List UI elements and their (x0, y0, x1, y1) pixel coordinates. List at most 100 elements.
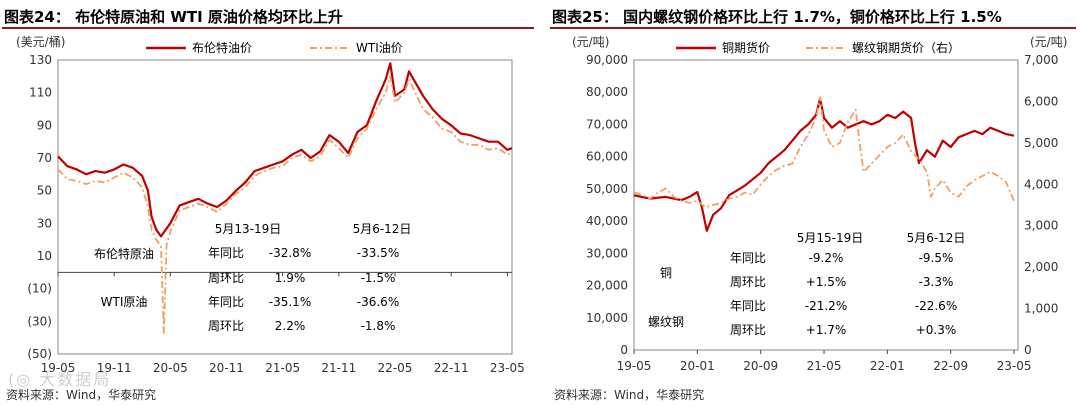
y-tick-label-left: 70,000 (586, 117, 628, 131)
x-tick-label: 19-05 (617, 359, 652, 373)
table-cell: +1.7% (806, 323, 847, 337)
table-group-name: 铜 (660, 265, 672, 280)
table-row-label: 年同比 (730, 251, 766, 265)
x-tick-label: 19-11 (97, 361, 132, 375)
x-tick-label: 20-11 (209, 361, 244, 375)
x-tick-label: 23-05 (997, 359, 1032, 373)
x-tick-label: 22-09 (933, 359, 968, 373)
y-tick-label-right: 5,000 (1024, 136, 1058, 150)
table-cell: -9.5% (919, 251, 954, 265)
brent-wti-chart: (美元/桶) 130 110 90 70 50 30 10 (10) (30) (50)19-05 1… (16, 34, 525, 375)
y-tick-label: 110 (29, 86, 52, 100)
table-cell: +1.5% (806, 275, 847, 289)
table-cell: -21.2% (805, 299, 847, 313)
table-cell: 1.9% (275, 271, 306, 285)
title-rule (2, 27, 534, 29)
y-tick-label-left: 60,000 (586, 150, 628, 164)
x-tick-label: 22-01 (870, 359, 905, 373)
table-header: 5月15-19日 (797, 231, 864, 245)
y-tick-label: 50 (37, 184, 52, 198)
y-tick-label: (10) (27, 282, 52, 296)
plot-frame (57, 59, 513, 355)
table-row-label: 年同比 (208, 246, 244, 260)
plot-frame (633, 59, 1019, 351)
y-axis-unit-left: (元/吨) (572, 35, 609, 49)
legend-label: 螺纹钢期货价（右） (852, 40, 960, 55)
x-tick-label: 21-05 (265, 361, 300, 375)
y-tick-label: (30) (27, 314, 52, 328)
table-cell: -22.6% (915, 299, 957, 313)
x-tick-label: 20-01 (680, 359, 715, 373)
chart-title: 图表24： 布伦特原油和 WTI 原油价格均环比上升 (4, 8, 343, 26)
table-group-name: 布伦特原油 (94, 246, 154, 261)
series-line-copper (633, 97, 1015, 232)
legend-label: 布伦特油价 (192, 40, 252, 55)
y-tick-label-left: 10,000 (586, 311, 628, 325)
table-header: 5月6-12日 (907, 231, 966, 245)
y-tick-label: 30 (37, 216, 52, 230)
table-cell: -33.5% (357, 246, 399, 260)
y-tick-label-right: 0 (1024, 343, 1032, 357)
series-line-brent (57, 62, 513, 238)
x-tick-label: 22-05 (378, 361, 413, 375)
copper-rebar-chart: (元/吨) (元/吨) 90,000 80,000 70,000 60,000 50,000… (572, 35, 1067, 373)
y-tick-label-right: 6,000 (1024, 94, 1058, 108)
series-line-rebar (633, 96, 1015, 208)
y-tick-label-right: 2,000 (1024, 260, 1058, 274)
right-panel: 图表25： 国内螺纹钢价格环比上行 1.7%，铜价格环比上行 1.5% (元/吨… (548, 0, 1080, 405)
y-axis-unit-right: (元/吨) (1030, 35, 1067, 49)
table-cell: -35.1% (269, 295, 311, 309)
table-row-label: 周环比 (730, 323, 766, 337)
y-tick-label-right: 4,000 (1024, 177, 1058, 191)
y-axis-unit: (美元/桶) (16, 34, 65, 49)
table-cell: -3.3% (919, 275, 954, 289)
source-note: 资料来源：Wind，华泰研究 (554, 388, 705, 402)
table-row-label: 周环比 (208, 271, 244, 285)
table-row-label: 周环比 (208, 319, 244, 333)
x-tick-label: 22-11 (434, 361, 469, 375)
table-row-label: 周环比 (730, 275, 766, 289)
table-cell: -1.5% (361, 271, 396, 285)
x-tick-label: 20-05 (153, 361, 188, 375)
y-tick-label-left: 40,000 (586, 214, 628, 228)
y-tick-label: 10 (37, 249, 52, 263)
y-tick-label-left: 20,000 (586, 279, 628, 293)
y-tick-label-left: 80,000 (586, 85, 628, 99)
table-cell: -9.2% (809, 251, 844, 265)
y-tick-label-left: 0 (620, 343, 628, 357)
chart-title: 图表25： 国内螺纹钢价格环比上行 1.7%，铜价格环比上行 1.5% (552, 8, 1002, 26)
x-tick-label: 20-09 (743, 359, 778, 373)
y-tick-label-left: 30,000 (586, 246, 628, 260)
y-tick-label-right: 1,000 (1024, 302, 1058, 316)
table-cell: -36.6% (357, 295, 399, 309)
y-tick-label: 130 (29, 53, 52, 67)
y-tick-label: 90 (37, 118, 52, 132)
left-panel: 图表24： 布伦特原油和 WTI 原油价格均环比上升 (美元/桶) 130 110 9… (0, 0, 538, 405)
y-tick-label: (50) (27, 347, 52, 361)
y-tick-label: 70 (37, 151, 52, 165)
watermark: (◎ 大数据局 (8, 370, 112, 389)
table-row-label: 年同比 (730, 299, 766, 313)
table-row-label: 年同比 (208, 295, 244, 309)
table-header: 5月6-12日 (353, 222, 412, 236)
table-cell: 2.2% (275, 319, 306, 333)
y-tick-label-right: 3,000 (1024, 219, 1058, 233)
table-cell: -1.8% (361, 319, 396, 333)
table-cell: +0.3% (916, 323, 957, 337)
y-tick-label-left: 90,000 (586, 53, 628, 67)
source-note: 资料来源：Wind，华泰研究 (6, 388, 157, 402)
table-group-name: WTI原油 (101, 295, 148, 309)
legend-label: 铜期货价 (722, 40, 770, 55)
table-header: 5月13-19日 (215, 222, 282, 236)
legend-label: WTI油价 (356, 41, 403, 55)
title-rule (550, 27, 1076, 29)
table-group-name: 螺纹钢 (648, 315, 684, 329)
x-tick-label: 23-05 (490, 361, 525, 375)
y-tick-label-right: 7,000 (1024, 53, 1058, 67)
table-cell: -32.8% (269, 246, 311, 260)
x-tick-label: 19-05 (41, 361, 76, 375)
y-tick-label-left: 50,000 (586, 182, 628, 196)
series-line-wti (57, 75, 513, 334)
x-tick-label: 21-11 (321, 361, 356, 375)
x-tick-label: 21-05 (807, 359, 842, 373)
